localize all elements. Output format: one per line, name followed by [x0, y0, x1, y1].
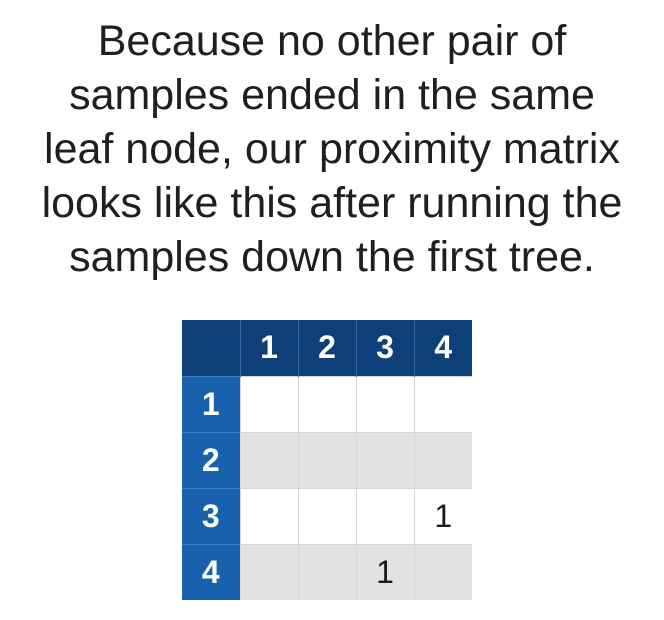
column-header-3: 3	[355, 320, 414, 376]
matrix-cell	[413, 431, 472, 488]
matrix-cell	[413, 543, 472, 600]
matrix-cell: 1	[355, 543, 414, 600]
caption-line: looks like this after running the	[41, 179, 623, 227]
matrix-cell	[239, 487, 298, 544]
proximity-matrix: 1 2 3 4 1 2 3 1 4 1	[182, 320, 472, 600]
caption-line: samples ended in the same	[69, 71, 595, 119]
matrix-corner	[182, 320, 240, 376]
column-header-2: 2	[297, 320, 356, 376]
matrix-row-4: 4 1	[182, 543, 472, 600]
row-header-4: 4	[182, 543, 240, 600]
caption-line: leaf node, our proximity matrix	[44, 125, 620, 173]
matrix-header-row: 1 2 3 4	[182, 320, 472, 376]
matrix-cell	[239, 543, 298, 600]
matrix-cell	[239, 431, 298, 488]
matrix-cell	[413, 375, 472, 432]
column-header-4: 4	[413, 320, 472, 376]
matrix-cell	[239, 375, 298, 432]
matrix-row-2: 2	[182, 431, 472, 488]
caption-line: samples down the first tree.	[69, 233, 595, 281]
row-header-2: 2	[182, 431, 240, 488]
matrix-row-1: 1	[182, 375, 472, 432]
row-header-1: 1	[182, 375, 240, 432]
column-header-1: 1	[239, 320, 298, 376]
matrix-cell	[355, 487, 414, 544]
matrix-cell	[297, 543, 356, 600]
caption-line: Because no other pair of	[97, 17, 567, 65]
matrix-cell	[355, 431, 414, 488]
matrix-cell: 1	[413, 487, 472, 544]
matrix-row-3: 3 1	[182, 487, 472, 544]
caption-text: Because no other pair of samples ended i…	[0, 14, 664, 284]
matrix-cell	[297, 375, 356, 432]
matrix-cell	[355, 375, 414, 432]
row-header-3: 3	[182, 487, 240, 544]
matrix-cell	[297, 431, 356, 488]
matrix-cell	[297, 487, 356, 544]
